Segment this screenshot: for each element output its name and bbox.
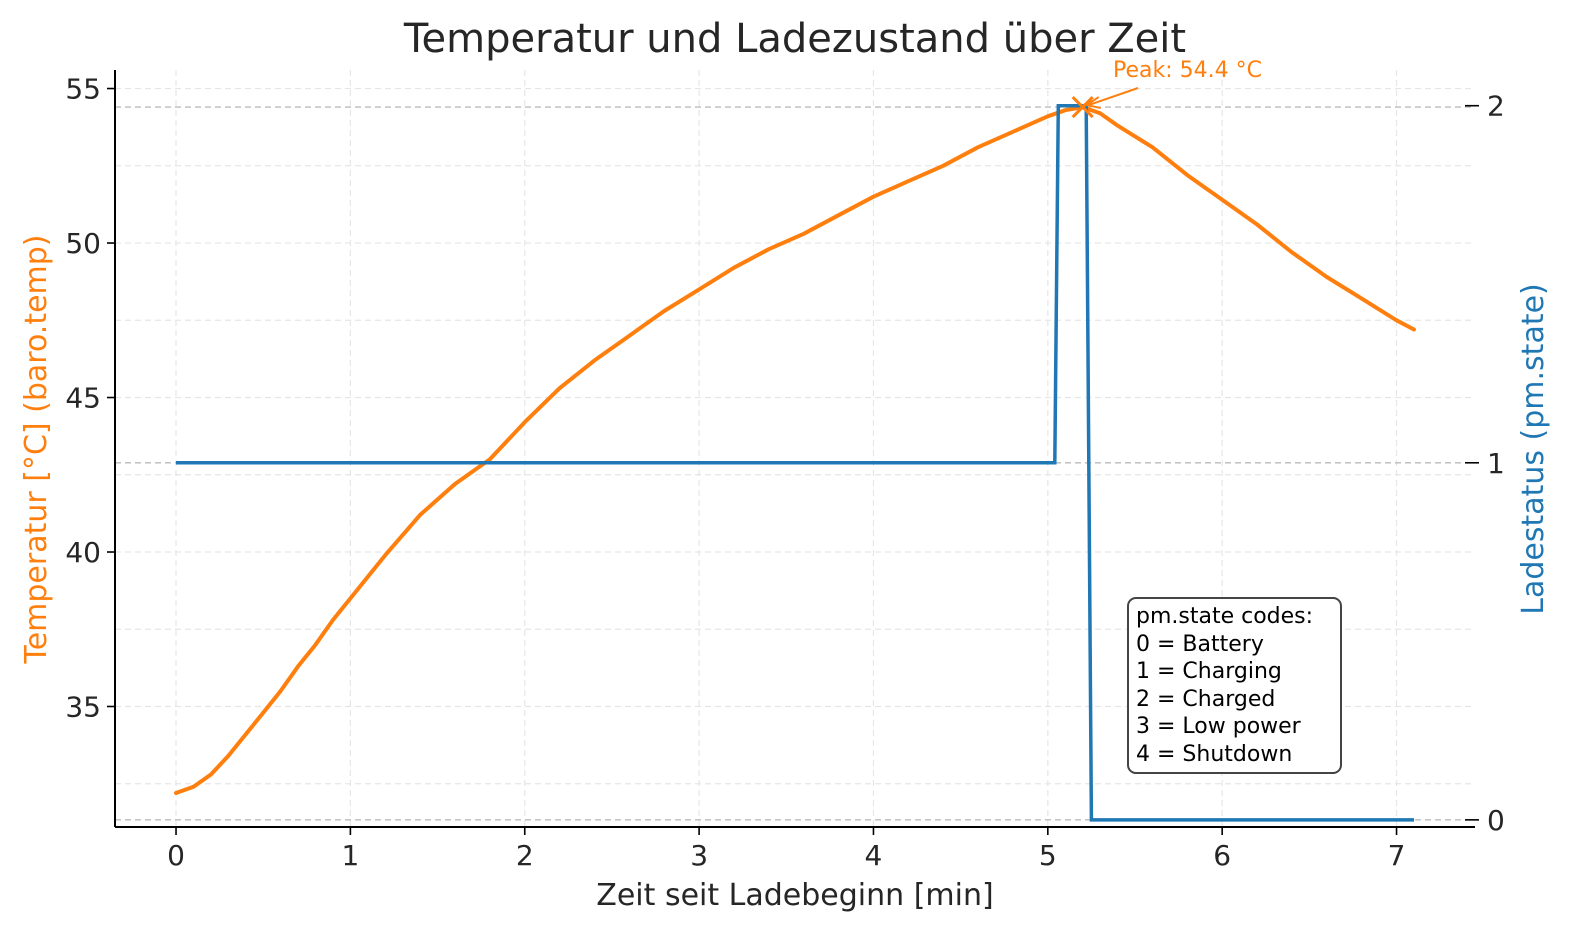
y-right-axis-label: Ladestatus (pm.state)	[1516, 283, 1551, 615]
y-right-tick-label: 2	[1487, 90, 1505, 123]
legend-frame	[1127, 597, 1342, 774]
y-left-tick-label: 50	[65, 227, 101, 260]
x-tick-label: 0	[167, 839, 185, 872]
state-line	[176, 103, 1414, 822]
y-left-axis-label: Temperatur [°C] (baro.temp)	[19, 234, 54, 664]
legend-line: 0 = Battery	[1136, 632, 1264, 657]
legend-line: pm.state codes:	[1136, 604, 1313, 629]
y-right-tick-label: 0	[1487, 804, 1505, 837]
legend-line: 2 = Charged	[1136, 687, 1275, 712]
x-tick-label: 6	[1213, 839, 1231, 872]
axes	[114, 70, 1475, 828]
series-layer	[174, 103, 1416, 822]
peak-arrow-head	[1084, 96, 1101, 110]
x-tick-label: 4	[865, 839, 883, 872]
peak-annotation: Peak: 54.4 °C	[1071, 58, 1262, 119]
x-tick-label: 3	[690, 839, 708, 872]
legend-line: 1 = Charging	[1136, 659, 1282, 684]
chart-title: Temperatur und Ladezustand über Zeit	[403, 16, 1186, 62]
x-tick-label: 2	[516, 839, 534, 872]
peak-marker	[1071, 96, 1094, 119]
peak-label: Peak: 54.4 °C	[1113, 58, 1262, 83]
legend-line: 3 = Low power	[1136, 714, 1302, 739]
y-right-tick-label: 1	[1487, 447, 1505, 480]
y-left-tick-label: 45	[65, 382, 101, 415]
peak-arrow	[1088, 87, 1139, 107]
legend-line: 4 = Shutdown	[1136, 742, 1292, 767]
temperature-line	[174, 105, 1416, 795]
y-left-tick-label: 35	[65, 690, 101, 723]
state-legend-box: pm.state codes: 0 = Battery 1 = Charging…	[1127, 597, 1342, 774]
x-tick-label: 1	[341, 839, 359, 872]
x-tick-label: 5	[1039, 839, 1057, 872]
x-tick-label: 7	[1388, 839, 1406, 872]
y-left-tick-label: 55	[65, 73, 101, 106]
y-left-tick-label: 40	[65, 536, 101, 569]
x-axis-label: Zeit seit Ladebeginn [min]	[596, 878, 993, 913]
